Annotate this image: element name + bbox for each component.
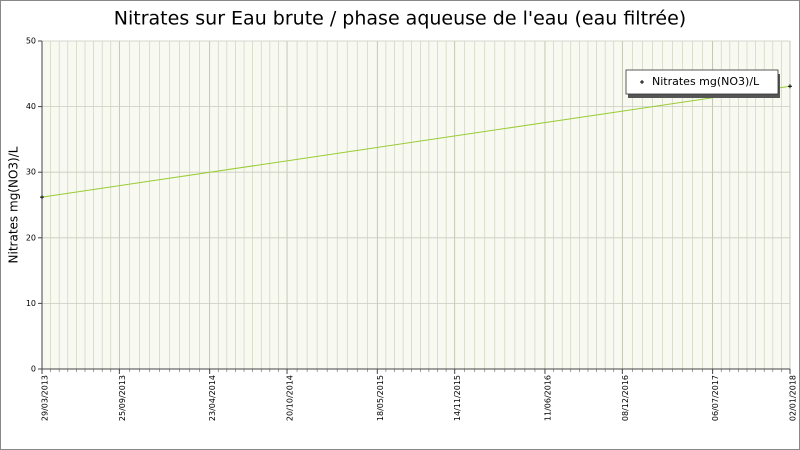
x-tick-label: 29/03/2013	[41, 375, 50, 421]
legend-box	[625, 69, 779, 95]
data-line	[41, 85, 791, 198]
y-tick-label: 50	[26, 37, 36, 46]
x-tick-label: 25/09/2013	[118, 375, 127, 421]
x-tick-label: 23/04/2014	[208, 375, 217, 421]
y-tick-label: 30	[26, 168, 36, 177]
y-tick-label: 40	[26, 102, 36, 111]
data-point	[788, 84, 792, 89]
x-tick-label: 06/07/2017	[711, 375, 720, 421]
x-tick-label: 14/11/2015	[453, 375, 462, 421]
x-tick-label: 08/12/2016	[621, 375, 630, 421]
x-tick-label: 02/01/2018	[789, 375, 798, 421]
chart-title: Nitrates sur Eau brute / phase aqueuse d…	[114, 8, 686, 30]
y-tick-label: 0	[31, 365, 36, 374]
y-tick-label: 10	[26, 299, 36, 308]
x-tick-label: 18/05/2015	[376, 375, 385, 421]
y-axis-label: Nitrates mg(NO3)/L	[7, 146, 21, 263]
y-tick-label: 20	[26, 233, 36, 242]
x-tick-label: 11/06/2016	[543, 375, 552, 421]
legend-label: Nitrates mg(NO3)/L	[652, 75, 760, 88]
data-point	[40, 195, 44, 200]
x-tick-label: 20/10/2014	[286, 375, 295, 421]
legend-marker	[640, 80, 644, 84]
